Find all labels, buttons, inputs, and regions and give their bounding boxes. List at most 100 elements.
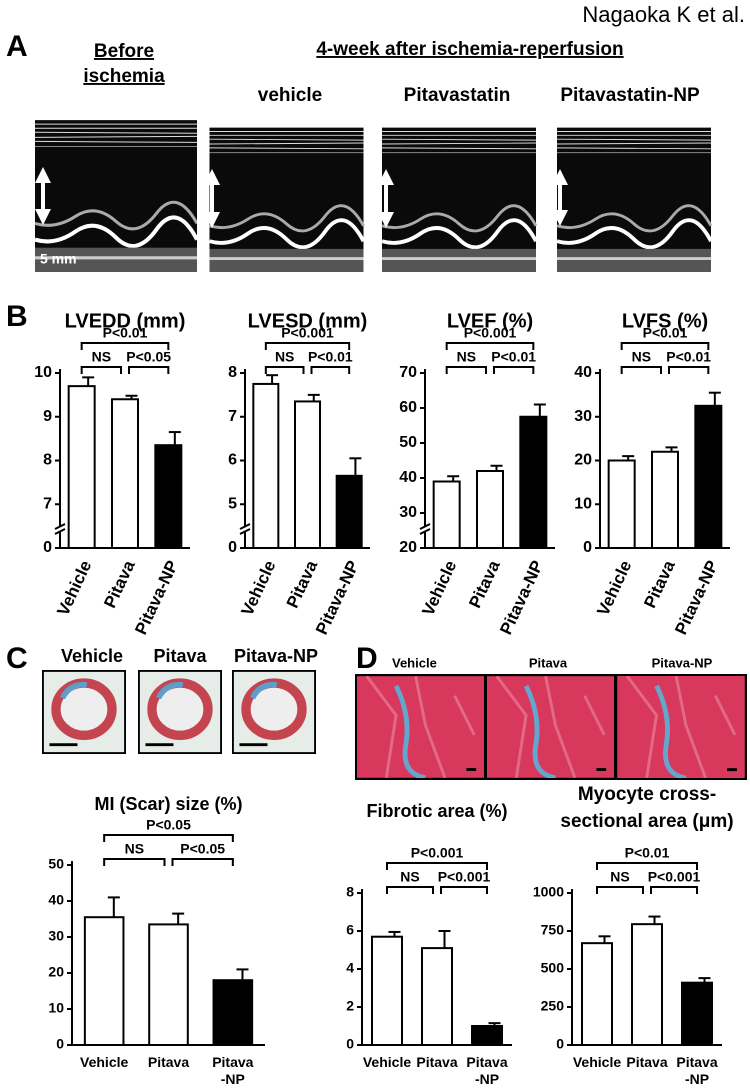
bracket	[650, 886, 698, 894]
significance-label: P<0.01	[491, 349, 536, 365]
axis-break	[55, 526, 65, 532]
y-tick-label: 2	[346, 998, 354, 1014]
y-tick-label: 750	[541, 922, 565, 938]
bar	[432, 480, 461, 549]
axis-break	[240, 526, 250, 532]
y-tick-label: 250	[541, 998, 565, 1014]
significance-label: P<0.01	[625, 845, 670, 861]
echo-image	[35, 110, 197, 272]
bar	[335, 474, 363, 549]
panel-label: B	[6, 300, 28, 333]
significance-label: P<0.001	[648, 869, 701, 885]
x-tick-label: Pitava-NP	[496, 558, 547, 638]
significance-label: P<0.001	[411, 845, 464, 861]
bracket	[386, 862, 488, 870]
y-tick-label: 30	[574, 408, 592, 425]
chart-title: Fibrotic area (%)	[366, 801, 507, 821]
histology-label: Vehicle	[392, 655, 437, 670]
chart-title: LVEDD (mm)	[65, 310, 186, 332]
x-tick-label: Pitava	[626, 1054, 667, 1070]
bar	[148, 923, 189, 1047]
bracket	[264, 366, 305, 374]
echo-label: Pitavastatin	[404, 85, 511, 106]
bracket	[445, 342, 535, 350]
y-tick-label: 8	[43, 452, 52, 469]
bar	[154, 444, 183, 549]
y-tick-label: 0	[43, 539, 52, 556]
bar	[519, 415, 548, 549]
echo-image	[210, 118, 364, 272]
y-tick-label: 20	[574, 452, 592, 469]
y-tick-label: 40	[48, 892, 64, 908]
panel-label: C	[6, 642, 28, 675]
axis-break	[239, 523, 251, 535]
heart-label: Vehicle	[61, 646, 123, 666]
significance-label: P<0.001	[438, 869, 491, 885]
y-tick-label: 50	[48, 856, 64, 872]
bracket	[386, 886, 434, 894]
bracket	[103, 858, 166, 866]
bracket	[668, 366, 710, 374]
significance-label: NS	[632, 349, 651, 365]
x-tick-label: Pitava-NP	[676, 1054, 717, 1087]
y-tick-label: 20	[48, 964, 64, 980]
y-tick-label: 0	[583, 539, 592, 556]
echo-label: Pitavastatin-NP	[560, 85, 700, 106]
bar	[681, 981, 713, 1046]
echo-label: 4-week after ischemia-reperfusion	[316, 39, 623, 60]
significance-label: P<0.001	[464, 325, 517, 341]
echo-image	[557, 118, 711, 272]
y-tick-label: 10	[574, 495, 592, 512]
bracket	[620, 366, 662, 374]
bar	[111, 398, 139, 549]
x-tick-label: Vehicle	[418, 558, 460, 619]
x-tick-label: Pitava	[283, 557, 322, 611]
significance-label: NS	[400, 869, 419, 885]
x-tick-label: Vehicle	[238, 558, 280, 619]
significance-label: NS	[610, 869, 629, 885]
y-tick-label: 8	[346, 884, 354, 900]
bar	[67, 385, 96, 549]
y-tick-label: 7	[228, 408, 237, 425]
significance-label: P<0.01	[308, 349, 353, 365]
bar	[212, 979, 254, 1047]
y-tick-label: 70	[399, 364, 417, 381]
significance-label: P<0.05	[146, 817, 191, 833]
significance-label: NS	[457, 349, 476, 365]
y-tick-label: 30	[399, 504, 417, 521]
x-tick-label: Vehicle	[573, 1054, 621, 1070]
axis-break	[54, 523, 66, 535]
bracket	[128, 366, 170, 374]
y-tick-label: 50	[399, 434, 417, 451]
bracket	[493, 366, 535, 374]
chart-title: LVFS (%)	[622, 310, 708, 332]
panel-label: D	[356, 642, 378, 675]
bracket	[310, 366, 351, 374]
bar	[471, 1025, 503, 1046]
y-tick-label: 0	[556, 1036, 564, 1052]
heart-image	[139, 671, 221, 753]
arrows	[35, 167, 568, 228]
bar	[651, 450, 679, 549]
chart-title: MI (Scar) size (%)	[94, 794, 242, 814]
bracket	[596, 862, 698, 870]
y-tick-label: 7	[43, 495, 52, 512]
scale-label: 5 mm	[40, 251, 77, 267]
bar	[607, 459, 636, 549]
significance-label: P<0.01	[103, 325, 148, 341]
y-tick-label: 5	[228, 495, 237, 512]
chart-title: LVESD (mm)	[248, 310, 368, 332]
echo-label: Before	[94, 41, 154, 62]
bar	[252, 382, 280, 549]
x-tick-label: Pitava-NP	[466, 1054, 507, 1087]
histology-label: Pitava-NP	[652, 655, 713, 670]
axis-break	[420, 526, 430, 532]
y-tick-label: 60	[399, 399, 417, 416]
y-tick-label: 500	[541, 960, 565, 976]
bracket	[445, 366, 487, 374]
y-tick-label: 0	[228, 539, 237, 556]
x-tick-label: Pitava-NP	[312, 558, 363, 638]
bracket	[80, 366, 122, 374]
histology-label: Pitava	[529, 655, 568, 670]
